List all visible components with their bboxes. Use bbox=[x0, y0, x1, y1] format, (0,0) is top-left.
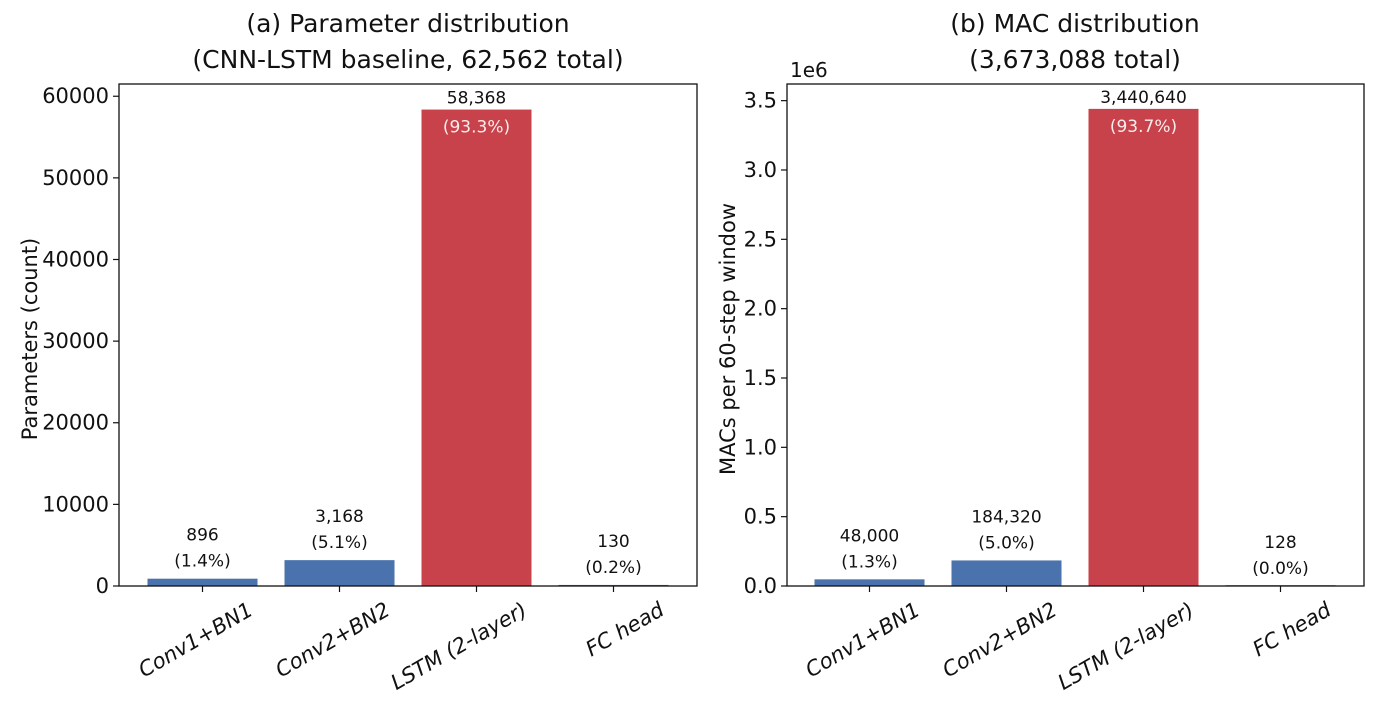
panel-b-axes-frame bbox=[786, 83, 1365, 587]
panel-a-y-tick-label-2: 10000 bbox=[42, 492, 109, 516]
panel-b-percent-label-2: (5.0%) bbox=[978, 533, 1034, 553]
panel-b: (b) MAC distribution (3,673,088 total) M… bbox=[716, 9, 1365, 695]
panel-a-percent-label-2: (5.1%) bbox=[311, 533, 367, 553]
panel-a-y-tick-label-3: 20000 bbox=[42, 411, 109, 435]
panel-b-value-label-3: 3,440,640 bbox=[1100, 88, 1187, 108]
panel-b-plot: 48,000 (1.3%) Conv1+BN1 184,320 (5.0%) Conv2+… bbox=[744, 83, 1365, 695]
panel-b-y-tick-label-5: 2.0 bbox=[744, 297, 777, 321]
panel-a-value-label-4: 130 bbox=[597, 532, 629, 552]
panel-a-percent-label-4: (0.2%) bbox=[585, 558, 641, 578]
panel-a-bar-3 bbox=[421, 109, 532, 586]
panel-a-bar-1 bbox=[147, 578, 258, 586]
panel-a-subtitle: (CNN-LSTM baseline, 62,562 total) bbox=[192, 45, 623, 74]
panel-b-bar-2 bbox=[951, 560, 1062, 586]
panel-b-value-label-1: 48,000 bbox=[840, 526, 899, 546]
panel-a-bar-2 bbox=[284, 560, 395, 586]
panel-a-x-tick-label-3: LSTM (2-layer) bbox=[387, 598, 531, 695]
panel-a-y-tick-label-5: 40000 bbox=[42, 247, 109, 271]
panel-b-x-tick-label-2: Conv2+BN2 bbox=[938, 598, 1061, 683]
panel-b-y-tick-label-1: 0.0 bbox=[744, 574, 777, 598]
panel-b-y-tick-label-8: 3.5 bbox=[744, 89, 777, 113]
panel-a-y-tick-label-7: 60000 bbox=[42, 84, 109, 108]
panel-b-value-label-2: 184,320 bbox=[971, 507, 1041, 527]
panel-b-percent-label-1: (1.3%) bbox=[841, 552, 897, 572]
panel-b-percent-label-3: (93.7%) bbox=[1110, 117, 1177, 137]
panel-a-value-label-2: 3,168 bbox=[315, 507, 364, 527]
panel-b-y-tick-label-7: 3.0 bbox=[744, 158, 777, 182]
panel-a-value-label-3: 58,368 bbox=[447, 89, 506, 109]
panel-b-bar-3 bbox=[1088, 108, 1199, 587]
panel-b-y-tick-label-4: 1.5 bbox=[744, 366, 777, 390]
panel-a-percent-label-3: (93.3%) bbox=[443, 118, 510, 138]
panel-a-y-tick-label-4: 30000 bbox=[42, 329, 109, 353]
panel-a-y-tick-label-1: 0 bbox=[96, 574, 109, 598]
panel-a-title: (a) Parameter distribution bbox=[246, 9, 569, 38]
panel-a-plot: 896 (1.4%) Conv1+BN1 3,168 (5.1%) Conv2+BN2 58… bbox=[42, 83, 698, 695]
panel-a-percent-label-1: (1.4%) bbox=[174, 552, 230, 572]
panel-b-bar-1 bbox=[814, 579, 925, 586]
panel-b-y-tick-label-6: 2.5 bbox=[744, 227, 777, 251]
panel-a-x-tick-label-2: Conv2+BN2 bbox=[271, 598, 394, 683]
panel-b-x-tick-label-4: FC head bbox=[1249, 597, 1336, 661]
panel-a-y-axis-label: Parameters (count) bbox=[18, 238, 42, 441]
panel-a: (a) Parameter distribution (CNN-LSTM bas… bbox=[18, 9, 698, 695]
panel-a-x-tick-label-4: FC head bbox=[582, 597, 669, 661]
panel-b-value-label-4: 128 bbox=[1264, 533, 1296, 553]
panel-b-subtitle: (3,673,088 total) bbox=[969, 45, 1181, 74]
panel-b-offset-text: 1e6 bbox=[790, 58, 828, 82]
panel-b-y-tick-label-2: 0.5 bbox=[744, 505, 777, 529]
panel-a-y-tick-label-6: 50000 bbox=[42, 166, 109, 190]
panel-a-value-label-1: 896 bbox=[186, 526, 218, 546]
panel-a-axes-frame bbox=[118, 83, 698, 587]
panel-b-x-tick-label-3: LSTM (2-layer) bbox=[1054, 598, 1198, 695]
panel-b-percent-label-4: (0.0%) bbox=[1252, 559, 1308, 579]
panel-b-y-axis-label: MACs per 60-step window bbox=[716, 203, 740, 475]
panel-b-title: (b) MAC distribution bbox=[950, 9, 1199, 38]
panel-a-x-tick-label-1: Conv1+BN1 bbox=[134, 598, 257, 683]
panel-b-y-tick-label-3: 1.0 bbox=[744, 435, 777, 459]
panel-b-x-tick-label-1: Conv1+BN1 bbox=[801, 598, 924, 683]
